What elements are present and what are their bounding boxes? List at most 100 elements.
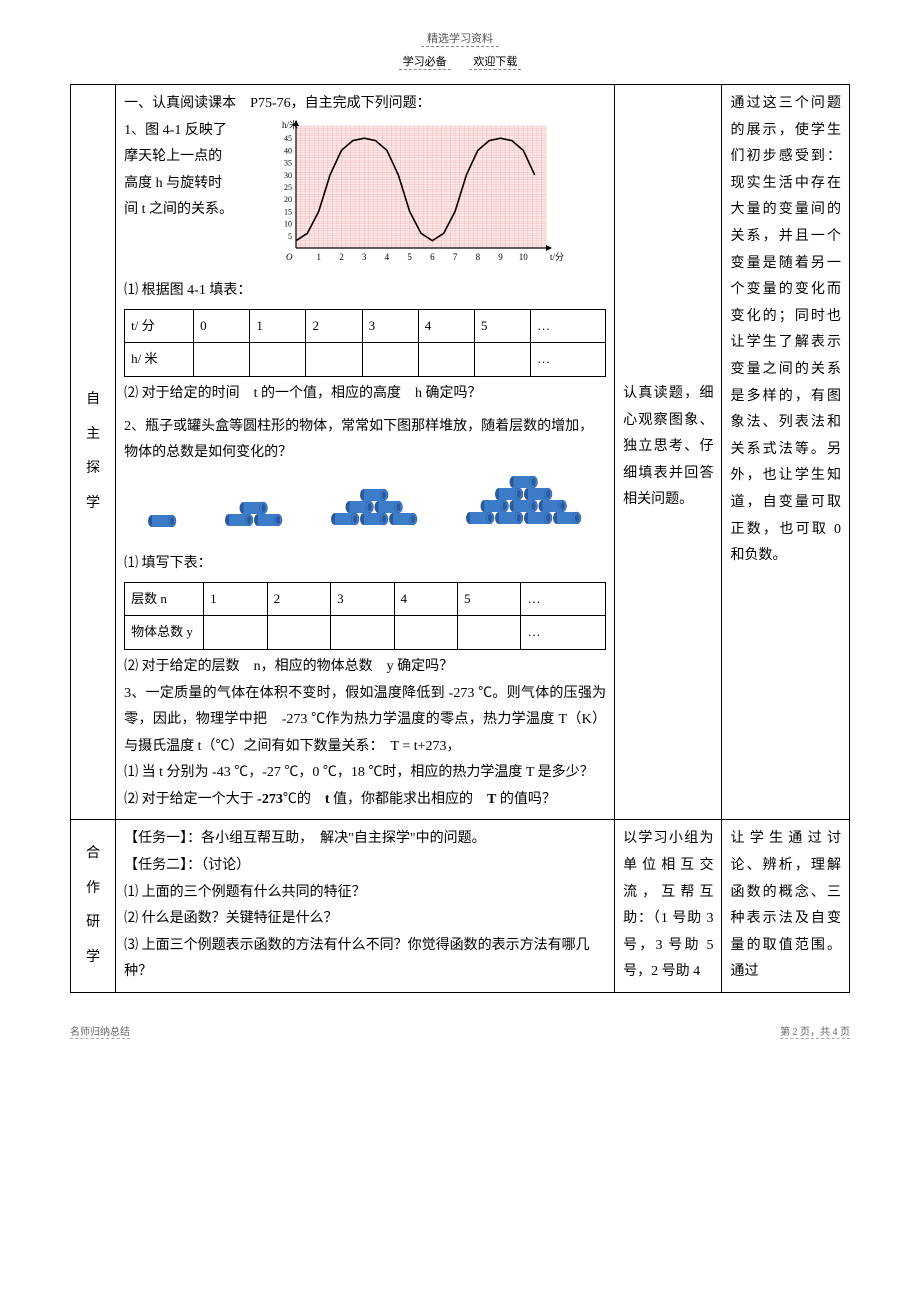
svg-text:t/分: t/分 <box>550 252 564 262</box>
cell: … <box>531 309 606 343</box>
zizhu-p10: ⑵ 对于给定一个大于 -273℃的 t 值，你都能求出相应的 T 的值吗？ <box>124 787 606 814</box>
chart-side-text: 1、图 4-1 反映了 摩天轮上一点的 高度 h 与旋转时 间 t 之间的关系。 <box>124 118 254 224</box>
hezuo-p2: 【任务二】：（讨论） <box>124 853 606 880</box>
svg-text:20: 20 <box>284 195 292 204</box>
hezuo-p1: 【任务一】：各小组互帮互助， 解决"自主探学"中的问题。 <box>124 826 606 853</box>
doc-sub-header: 学习必备 欢迎下载 <box>70 53 850 70</box>
cell: … <box>531 343 606 377</box>
svg-text:8: 8 <box>476 252 481 262</box>
footer-right: 第 2 页，共 4 页 <box>780 1023 850 1039</box>
row-hezuo-content: 【任务一】：各小组互帮互助， 解决"自主探学"中的问题。 【任务二】：（讨论） … <box>116 820 615 993</box>
svg-text:5: 5 <box>408 252 413 262</box>
cell: … <box>521 616 606 650</box>
cell <box>250 343 306 377</box>
svg-text:35: 35 <box>284 158 292 167</box>
svg-text:45: 45 <box>284 134 292 143</box>
cell: 3 <box>362 309 418 343</box>
cell: t/ 分 <box>125 309 194 343</box>
text-line: 1、图 4-1 反映了 <box>124 118 254 145</box>
svg-text:h/米: h/米 <box>282 119 298 130</box>
hezuo-p4: ⑵ 什么是函数？关键特征是什么？ <box>124 906 606 933</box>
hezuo-p3: ⑴ 上面的三个例题有什么共同的特征？ <box>124 880 606 907</box>
cell <box>474 343 530 377</box>
cell: 0 <box>194 309 250 343</box>
main-table: 自 主 探 学 一、认真阅读课本 P75-76，自主完成下列问题： 1、图 4-… <box>70 84 850 993</box>
cell: h/ 米 <box>125 343 194 377</box>
cell: … <box>521 582 606 616</box>
cell: 2 <box>306 309 362 343</box>
text-bold: -273 <box>257 792 283 807</box>
svg-text:10: 10 <box>284 219 292 228</box>
row-zizhu-content: 一、认真阅读课本 P75-76，自主完成下列问题： 1、图 4-1 反映了 摩天… <box>116 85 615 820</box>
text-bold: T <box>487 792 496 807</box>
zizhu-p7: ⑵ 对于给定的层数 n，相应的物体总数 y 确定吗？ <box>124 654 606 681</box>
label-char: 作 <box>79 876 107 903</box>
chart-block: 1、图 4-1 反映了 摩天轮上一点的 高度 h 与旋转时 间 t 之间的关系。… <box>124 118 606 279</box>
zizhu-p1: 一、认真阅读课本 P75-76，自主完成下列问题： <box>124 91 606 118</box>
cell: 5 <box>474 309 530 343</box>
zizhu-p4: ⑵ 对于给定的时间 t 的一个值，相应的高度 h 确定吗？ <box>124 381 606 408</box>
text-line: 摩天轮上一点的 <box>124 144 254 171</box>
header-left-text: 学习必备 <box>399 53 451 70</box>
cell: 物体总数 y <box>125 616 204 650</box>
zizhu-p6: ⑴ 填写下表： <box>124 551 606 578</box>
hezuo-p5: ⑶ 上面三个例题表示函数的方法有什么不同？你觉得函数的表示方法有哪几种？ <box>124 933 606 986</box>
row-zizhu-mid: 认真读题，细心观察图象、独立思考、仔细填表并回答相关问题。 <box>615 85 722 820</box>
cell: 4 <box>394 582 457 616</box>
row-zizhu: 自 主 探 学 一、认真阅读课本 P75-76，自主完成下列问题： 1、图 4-… <box>71 85 850 820</box>
svg-text:9: 9 <box>498 252 503 262</box>
svg-text:10: 10 <box>519 252 529 262</box>
label-char: 合 <box>79 841 107 868</box>
cell: 1 <box>204 582 267 616</box>
svg-text:6: 6 <box>430 252 435 262</box>
text-line: 间 t 之间的关系。 <box>124 197 254 224</box>
svg-text:5: 5 <box>288 231 292 240</box>
cell <box>394 616 457 650</box>
svg-text:O: O <box>286 252 293 262</box>
zizhu-p9: ⑴ 当 t 分别为 -43 ℃，-27 ℃，0 ℃，18 ℃时，相应的热力学温度… <box>124 760 606 787</box>
page: 精选学习资料 学习必备 欢迎下载 自 主 探 学 一、认真阅读课本 P75-76… <box>0 0 920 1013</box>
cell <box>194 343 250 377</box>
cell: 1 <box>250 309 306 343</box>
row-hezuo-mid: 以学习小组为单位相互交流，互帮互助：（1 号助 3 号，3 号助 5 号，2 号… <box>615 820 722 993</box>
page-footer: 名师归纳总结 第 2 页，共 4 页 <box>0 1013 920 1039</box>
svg-text:25: 25 <box>284 183 292 192</box>
text: 值，你都能求出相应的 <box>330 792 488 807</box>
svg-text:3: 3 <box>362 252 367 262</box>
text-line: 高度 h 与旋转时 <box>124 171 254 198</box>
label-char: 主 <box>79 422 107 449</box>
cell <box>457 616 520 650</box>
header-right-text: 欢迎下载 <box>469 53 521 70</box>
table-2: 层数 n 1 2 3 4 5 … 物体总数 y <box>124 582 606 650</box>
text: 的值吗？ <box>496 792 556 807</box>
cell <box>362 343 418 377</box>
label-char: 自 <box>79 387 107 414</box>
zizhu-p3: ⑴ 根据图 4-1 填表： <box>124 278 606 305</box>
cell: 层数 n <box>125 582 204 616</box>
cell: 4 <box>418 309 474 343</box>
wave-chart: 5101520253035404512345678910h/米t/分O <box>264 118 606 279</box>
footer-left: 名师归纳总结 <box>70 1023 130 1039</box>
table-row: 物体总数 y … <box>125 616 606 650</box>
zizhu-p8: 3、一定质量的气体在体积不变时，假如温度降低到 -273 ℃。则气体的压强为零，… <box>124 681 606 761</box>
cell: 3 <box>331 582 394 616</box>
svg-text:1: 1 <box>317 252 322 262</box>
text: ⑵ 对于给定一个大于 <box>124 792 257 807</box>
label-char: 探 <box>79 456 107 483</box>
cell <box>267 616 330 650</box>
mid-text: 认真读题，细心观察图象、独立思考、仔细填表并回答相关问题。 <box>623 381 713 514</box>
svg-text:15: 15 <box>284 207 292 216</box>
cell: 5 <box>457 582 520 616</box>
doc-top-header: 精选学习资料 <box>70 30 850 47</box>
row-zizhu-right: 通过这三个问题的展示，使学生们初步感受到：现实生活中存在大量的变量间的关系，并且… <box>722 85 850 820</box>
header-top-text: 精选学习资料 <box>421 30 499 47</box>
svg-text:7: 7 <box>453 252 458 262</box>
label-char: 学 <box>79 491 107 518</box>
table-row: 层数 n 1 2 3 4 5 … <box>125 582 606 616</box>
table-row: h/ 米 … <box>125 343 606 377</box>
cell <box>418 343 474 377</box>
svg-text:2: 2 <box>339 252 344 262</box>
cylinder-diagram <box>124 475 606 545</box>
row-hezuo-label: 合 作 研 学 <box>71 820 116 993</box>
svg-text:30: 30 <box>284 170 292 179</box>
